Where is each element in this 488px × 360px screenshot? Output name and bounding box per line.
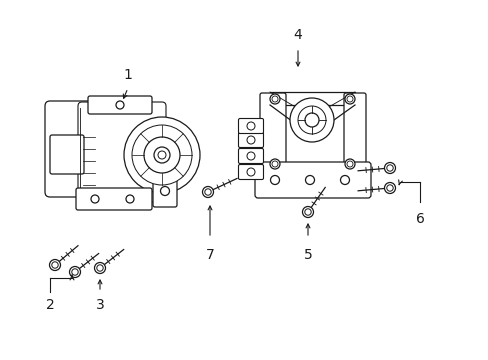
FancyBboxPatch shape [238, 165, 263, 180]
FancyBboxPatch shape [238, 148, 263, 163]
Circle shape [289, 98, 333, 142]
Circle shape [305, 175, 314, 184]
Text: 5: 5 [303, 248, 312, 262]
FancyBboxPatch shape [50, 135, 84, 174]
Text: 2: 2 [45, 298, 54, 312]
FancyBboxPatch shape [45, 101, 147, 197]
Circle shape [97, 265, 103, 271]
Circle shape [202, 186, 213, 198]
Circle shape [346, 96, 352, 102]
FancyBboxPatch shape [88, 96, 152, 114]
Circle shape [246, 122, 254, 130]
Circle shape [154, 147, 170, 163]
FancyBboxPatch shape [153, 175, 177, 207]
Circle shape [52, 262, 58, 268]
Circle shape [271, 161, 278, 167]
Circle shape [269, 159, 280, 169]
Circle shape [91, 195, 99, 203]
Circle shape [271, 96, 278, 102]
FancyBboxPatch shape [254, 162, 370, 198]
Circle shape [160, 186, 169, 195]
Text: 3: 3 [96, 298, 104, 312]
Circle shape [246, 168, 254, 176]
Circle shape [345, 159, 354, 169]
Circle shape [340, 175, 349, 184]
Circle shape [94, 262, 105, 274]
Circle shape [305, 113, 318, 127]
Circle shape [132, 125, 192, 185]
Text: 7: 7 [205, 248, 214, 262]
Polygon shape [269, 92, 354, 105]
FancyBboxPatch shape [76, 188, 152, 210]
Circle shape [49, 260, 61, 270]
Circle shape [384, 162, 395, 174]
Text: 1: 1 [123, 68, 132, 82]
Circle shape [297, 106, 325, 134]
Circle shape [126, 195, 134, 203]
Circle shape [346, 161, 352, 167]
Circle shape [246, 152, 254, 160]
FancyBboxPatch shape [343, 93, 365, 172]
Circle shape [69, 266, 81, 278]
Circle shape [158, 151, 165, 159]
Circle shape [246, 136, 254, 144]
Circle shape [72, 269, 78, 275]
Circle shape [384, 183, 395, 194]
Circle shape [204, 189, 211, 195]
Circle shape [269, 94, 280, 104]
Text: 4: 4 [293, 28, 302, 42]
Circle shape [345, 94, 354, 104]
Circle shape [304, 209, 310, 215]
FancyBboxPatch shape [78, 102, 165, 202]
Circle shape [116, 101, 124, 109]
Text: 6: 6 [415, 212, 424, 226]
Circle shape [386, 185, 392, 191]
FancyBboxPatch shape [238, 132, 263, 148]
FancyBboxPatch shape [238, 118, 263, 134]
Circle shape [386, 165, 392, 171]
Circle shape [143, 137, 180, 173]
Circle shape [124, 117, 200, 193]
FancyBboxPatch shape [260, 93, 285, 172]
Circle shape [270, 175, 279, 184]
Circle shape [302, 207, 313, 217]
